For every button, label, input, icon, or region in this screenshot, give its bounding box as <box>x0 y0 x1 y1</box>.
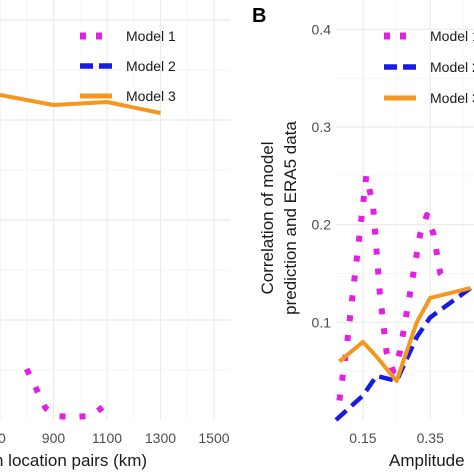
panel-b-y-axis-label-line1: Correlation of model <box>258 141 277 294</box>
panel-b: B 0.1 0.2 0.3 0.4 0.15 0.35 Correlation of m… <box>252 0 474 470</box>
panel-b-y-tick-label: 0.2 <box>312 217 332 233</box>
panel-a-legend-label-1: Model 1 <box>126 28 176 44</box>
panel-b-x-tick-label: 0.15 <box>349 430 376 446</box>
panel-a-x-ticks: 0 900 1100 1300 1500 <box>0 430 230 446</box>
panel-b-legend: Model 1 Model 2 Model 3 <box>384 28 474 106</box>
panel-a-x-axis-label: n location pairs (km) <box>0 451 147 470</box>
panel-b-y-tick-label: 0.1 <box>312 314 332 330</box>
panel-a-grid <box>0 0 230 420</box>
panel-a-x-tick-label: 1500 <box>198 430 229 446</box>
panel-b-x-axis-label: Amplitude <box>389 451 465 470</box>
panel-a-series-model-3 <box>0 93 161 115</box>
panel-b-y-tick-label: 0.3 <box>312 119 332 135</box>
panel-a-x-tick-label: 0 <box>0 430 6 446</box>
panel-b-grid <box>336 0 474 420</box>
panel-b-y-tick-label: 0.4 <box>312 21 332 37</box>
panel-a-legend-label-2: Model 2 <box>126 58 176 74</box>
panel-a-series-model-1 <box>23 367 107 420</box>
panel-a-series <box>0 93 161 420</box>
panel-a-x-tick-label: 1100 <box>92 430 122 446</box>
panel-b-legend-label-1: Model 1 <box>430 28 474 44</box>
panel-b-legend-label-2: Model 2 <box>430 59 474 75</box>
panel-b-x-ticks: 0.15 0.35 <box>349 430 444 446</box>
panel-a-x-tick-label: 1300 <box>145 430 176 446</box>
panel-b-series-model-2 <box>334 286 472 422</box>
panel-a-legend-label-3: Model 3 <box>126 88 176 104</box>
panel-b-tag: B <box>252 5 266 27</box>
panel-b-y-ticks: 0.1 0.2 0.3 0.4 <box>312 21 332 330</box>
panel-a-legend: Model 1 Model 2 Model 3 <box>80 28 176 104</box>
panel-b-series <box>334 172 472 422</box>
panel-a: 0 900 1100 1300 1500 n location pairs (km) M… <box>0 0 230 470</box>
panel-b-background <box>336 0 474 420</box>
panel-b-y-axis-label-line2: prediction and ERA5 data <box>281 121 300 315</box>
panel-a-background <box>0 0 230 420</box>
panel-b-x-tick-label: 0.35 <box>417 430 444 446</box>
panel-b-series-model-3 <box>338 286 472 383</box>
panel-b-legend-label-3: Model 3 <box>430 90 474 106</box>
panel-a-x-tick-label: 900 <box>42 430 66 446</box>
panel-b-series-model-1 <box>336 172 450 401</box>
